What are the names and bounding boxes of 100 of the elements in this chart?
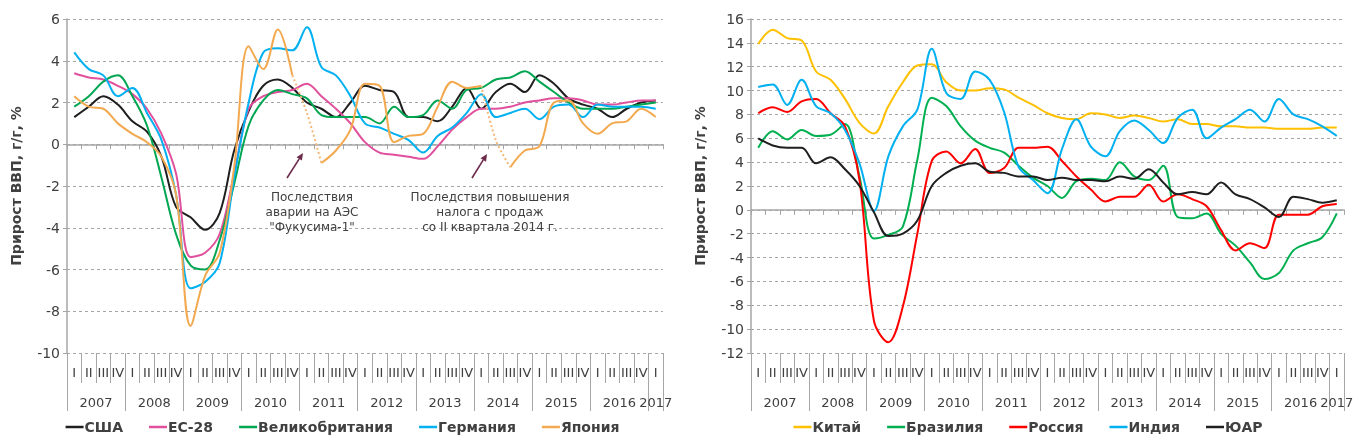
x-tick-label: I: [929, 365, 934, 380]
x-tick-label: IV: [1200, 365, 1214, 380]
y-tick-label: 14: [726, 34, 745, 51]
x-tick-label: III: [1244, 365, 1256, 380]
line-series: [757, 137, 1338, 238]
x-tick-label: I: [72, 365, 77, 380]
y-tick-label: -2: [730, 225, 744, 242]
x-tick-label: I: [1045, 365, 1050, 380]
x2-tick-label: 2011: [312, 395, 346, 410]
x-tick-label: I: [1161, 365, 1166, 380]
x2-tick-label: 2016: [1284, 395, 1318, 410]
x-tick-label: IV: [1084, 365, 1098, 380]
x-tick-label: II: [375, 365, 384, 380]
legend-label: США: [84, 419, 124, 435]
legend-label: Великобритания: [258, 419, 394, 435]
line-series: [757, 47, 1338, 213]
legend-label: ЮАР: [1225, 419, 1263, 435]
y-tick-label: 4: [735, 154, 745, 171]
x-tick-label: I: [653, 365, 658, 380]
x-tick-label: III: [954, 365, 967, 380]
annotation: Последствия аварии на АЭС "Фукусима-1": [265, 190, 359, 235]
line-series: [757, 97, 1338, 344]
y-tick-label: 0: [735, 201, 744, 218]
x-tick-label: I: [188, 365, 193, 380]
x-tick-label: II: [201, 365, 209, 380]
x-tick-label: II: [1289, 365, 1298, 380]
x-tick-label: IV: [285, 365, 299, 380]
x-tick-label: II: [1231, 365, 1240, 380]
x-tick-label: III: [1186, 365, 1198, 380]
x-tick-label: II: [1058, 365, 1066, 380]
x-tick-label: I: [1219, 365, 1223, 380]
x-tick-label: IV: [1142, 365, 1156, 380]
x-tick-label: III: [781, 365, 793, 380]
x2-tick-label: 2017: [1320, 395, 1354, 410]
x2-tick-label: 2009: [879, 395, 913, 410]
x-tick-label: I: [987, 365, 992, 380]
y-tick-label: 2: [51, 94, 60, 111]
x2-tick-label: 2007: [763, 395, 797, 410]
x-tick-label: III: [330, 365, 342, 380]
x-tick-label: I: [1276, 365, 1281, 380]
x-tick-label: IV: [1315, 365, 1329, 380]
x-tick-label: IV: [227, 365, 241, 380]
x2-tick-label: 2010: [936, 395, 971, 410]
x-tick-label: II: [608, 365, 616, 380]
x-tick-label: III: [897, 365, 909, 380]
x-tick-label: IV: [344, 365, 357, 380]
y-tick-label: 10: [726, 82, 744, 99]
y-tick-label: 6: [51, 11, 61, 27]
x-tick-label: III: [1128, 365, 1141, 380]
x-tick-label: I: [363, 365, 367, 380]
x2-tick-label: 2014: [1168, 395, 1202, 410]
x-tick-label: IV: [910, 365, 924, 380]
y-tick-label: 4: [51, 52, 61, 69]
y-tick-label: -10: [721, 321, 744, 338]
x2-tick-label: 2007: [79, 395, 113, 410]
x-tick-label: I: [595, 365, 600, 380]
x-tick-label: III: [1302, 365, 1314, 380]
x-tick-label: IV: [1258, 365, 1271, 380]
annotation: Последствия повышения налога с продаж со II квартала 2014 г.: [410, 190, 570, 235]
x-tick-label: I: [1103, 365, 1108, 380]
x2-tick-label: 2015: [1226, 395, 1260, 410]
x-tick-label: I: [246, 365, 251, 380]
y-tick-label: -6: [46, 261, 61, 278]
x-tick-label: III: [1012, 365, 1025, 380]
x-tick-label: III: [213, 365, 226, 380]
x2-tick-label: 2012: [370, 395, 404, 410]
y-tick-label: -2: [46, 178, 60, 194]
x-tick-label: III: [97, 365, 110, 380]
y-tick-label: -6: [730, 273, 745, 290]
x-tick-label: II: [1115, 365, 1124, 380]
y-tick-label: 12: [726, 58, 744, 75]
x-tick-label: III: [839, 365, 851, 380]
x2-tick-label: 2011: [994, 395, 1028, 410]
x-tick-label: I: [756, 365, 761, 380]
x-tick-label: II: [84, 365, 93, 380]
x-tick-label: III: [388, 365, 400, 380]
x-tick-label: II: [768, 365, 777, 380]
x-tick-label: I: [872, 365, 876, 380]
x2-tick-label: 2016: [602, 395, 636, 410]
legend-label: Япония: [560, 419, 620, 435]
x-tick-label: II: [1173, 365, 1182, 380]
y-axis-title: Прирост ВВП, г/г, %: [8, 106, 24, 266]
legend-label: Индия: [1128, 419, 1181, 435]
x-tick-label: I: [130, 365, 135, 380]
x2-tick-label: 2012: [1052, 395, 1086, 410]
x-tick-label: I: [479, 365, 484, 380]
x-tick-label: IV: [634, 365, 648, 380]
line-series: [757, 28, 1338, 135]
y-tick-label: -4: [730, 249, 745, 266]
x-tick-label: I: [1334, 365, 1339, 380]
x-tick-label: IV: [460, 365, 474, 380]
x-tick-label: IV: [111, 365, 125, 380]
x-tick-label: II: [1000, 365, 1008, 380]
x-tick-label: IV: [518, 365, 532, 380]
x2-tick-label: 2015: [544, 395, 578, 410]
legend-label: Бразилия: [906, 419, 984, 435]
x-tick-label: IV: [1026, 365, 1040, 380]
x-tick-label: II: [884, 365, 893, 380]
x-tick-label: II: [491, 365, 500, 380]
x-tick-label: I: [814, 365, 819, 380]
